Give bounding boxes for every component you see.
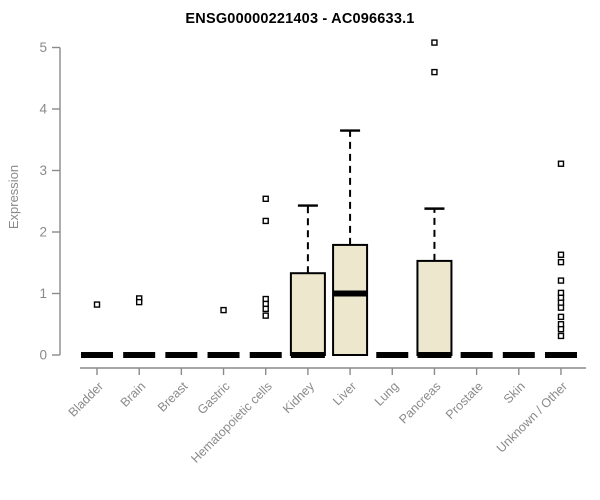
x-tick-label: Prostate bbox=[443, 379, 486, 422]
outlier-point bbox=[431, 39, 438, 46]
median-line bbox=[376, 352, 409, 358]
x-tick-label: Skin bbox=[501, 379, 528, 406]
outlier-point bbox=[557, 258, 565, 266]
outlier-point bbox=[557, 277, 565, 284]
outlier-point bbox=[262, 195, 269, 202]
median-line bbox=[290, 352, 325, 358]
outlier-point bbox=[557, 304, 565, 311]
median-line bbox=[249, 352, 282, 358]
x-tick-label: Pancreas bbox=[396, 379, 443, 426]
outlier-point bbox=[557, 325, 565, 333]
x-tick-label: Liver bbox=[330, 379, 359, 408]
outlier-point bbox=[262, 312, 269, 319]
y-tick-label: 5 bbox=[39, 40, 47, 55]
median-line bbox=[123, 352, 156, 358]
x-tick-label: Gastric bbox=[195, 379, 233, 417]
median-line bbox=[417, 352, 452, 358]
y-tick-label: 4 bbox=[39, 102, 47, 117]
median-line bbox=[544, 352, 577, 358]
chart-title: ENSG00000221403 - AC096633.1 bbox=[185, 11, 415, 27]
y-tick-label: 0 bbox=[39, 348, 47, 363]
outlier-point bbox=[431, 68, 438, 76]
median-line bbox=[333, 290, 368, 297]
x-tick-label: Brain bbox=[118, 379, 149, 410]
median-line bbox=[502, 352, 535, 358]
median-line bbox=[81, 352, 113, 358]
median-line bbox=[165, 352, 198, 358]
x-tick-label: Hematopoietic cells bbox=[188, 379, 275, 466]
outlier-point bbox=[220, 306, 227, 314]
outlier-point bbox=[557, 313, 565, 321]
median-line bbox=[460, 352, 493, 358]
outlier-point bbox=[262, 217, 269, 225]
outlier-point bbox=[557, 332, 565, 340]
x-tick-label: Breast bbox=[155, 379, 191, 415]
outlier-point bbox=[557, 251, 565, 258]
median-line bbox=[207, 352, 240, 358]
y-tick-label: 3 bbox=[39, 163, 47, 178]
y-tick-label: 2 bbox=[39, 225, 47, 240]
x-tick-label: Bladder bbox=[66, 379, 106, 419]
box-iqr bbox=[416, 259, 453, 356]
x-tick-label: Lung bbox=[372, 379, 402, 409]
outlier-point bbox=[262, 305, 269, 313]
box-iqr bbox=[289, 272, 326, 356]
outlier-point bbox=[93, 301, 101, 308]
box-iqr bbox=[332, 243, 369, 356]
outlier-point bbox=[135, 298, 143, 306]
y-tick-label: 1 bbox=[39, 286, 47, 301]
outlier-point bbox=[557, 160, 565, 167]
x-tick-label: Kidney bbox=[280, 379, 317, 416]
